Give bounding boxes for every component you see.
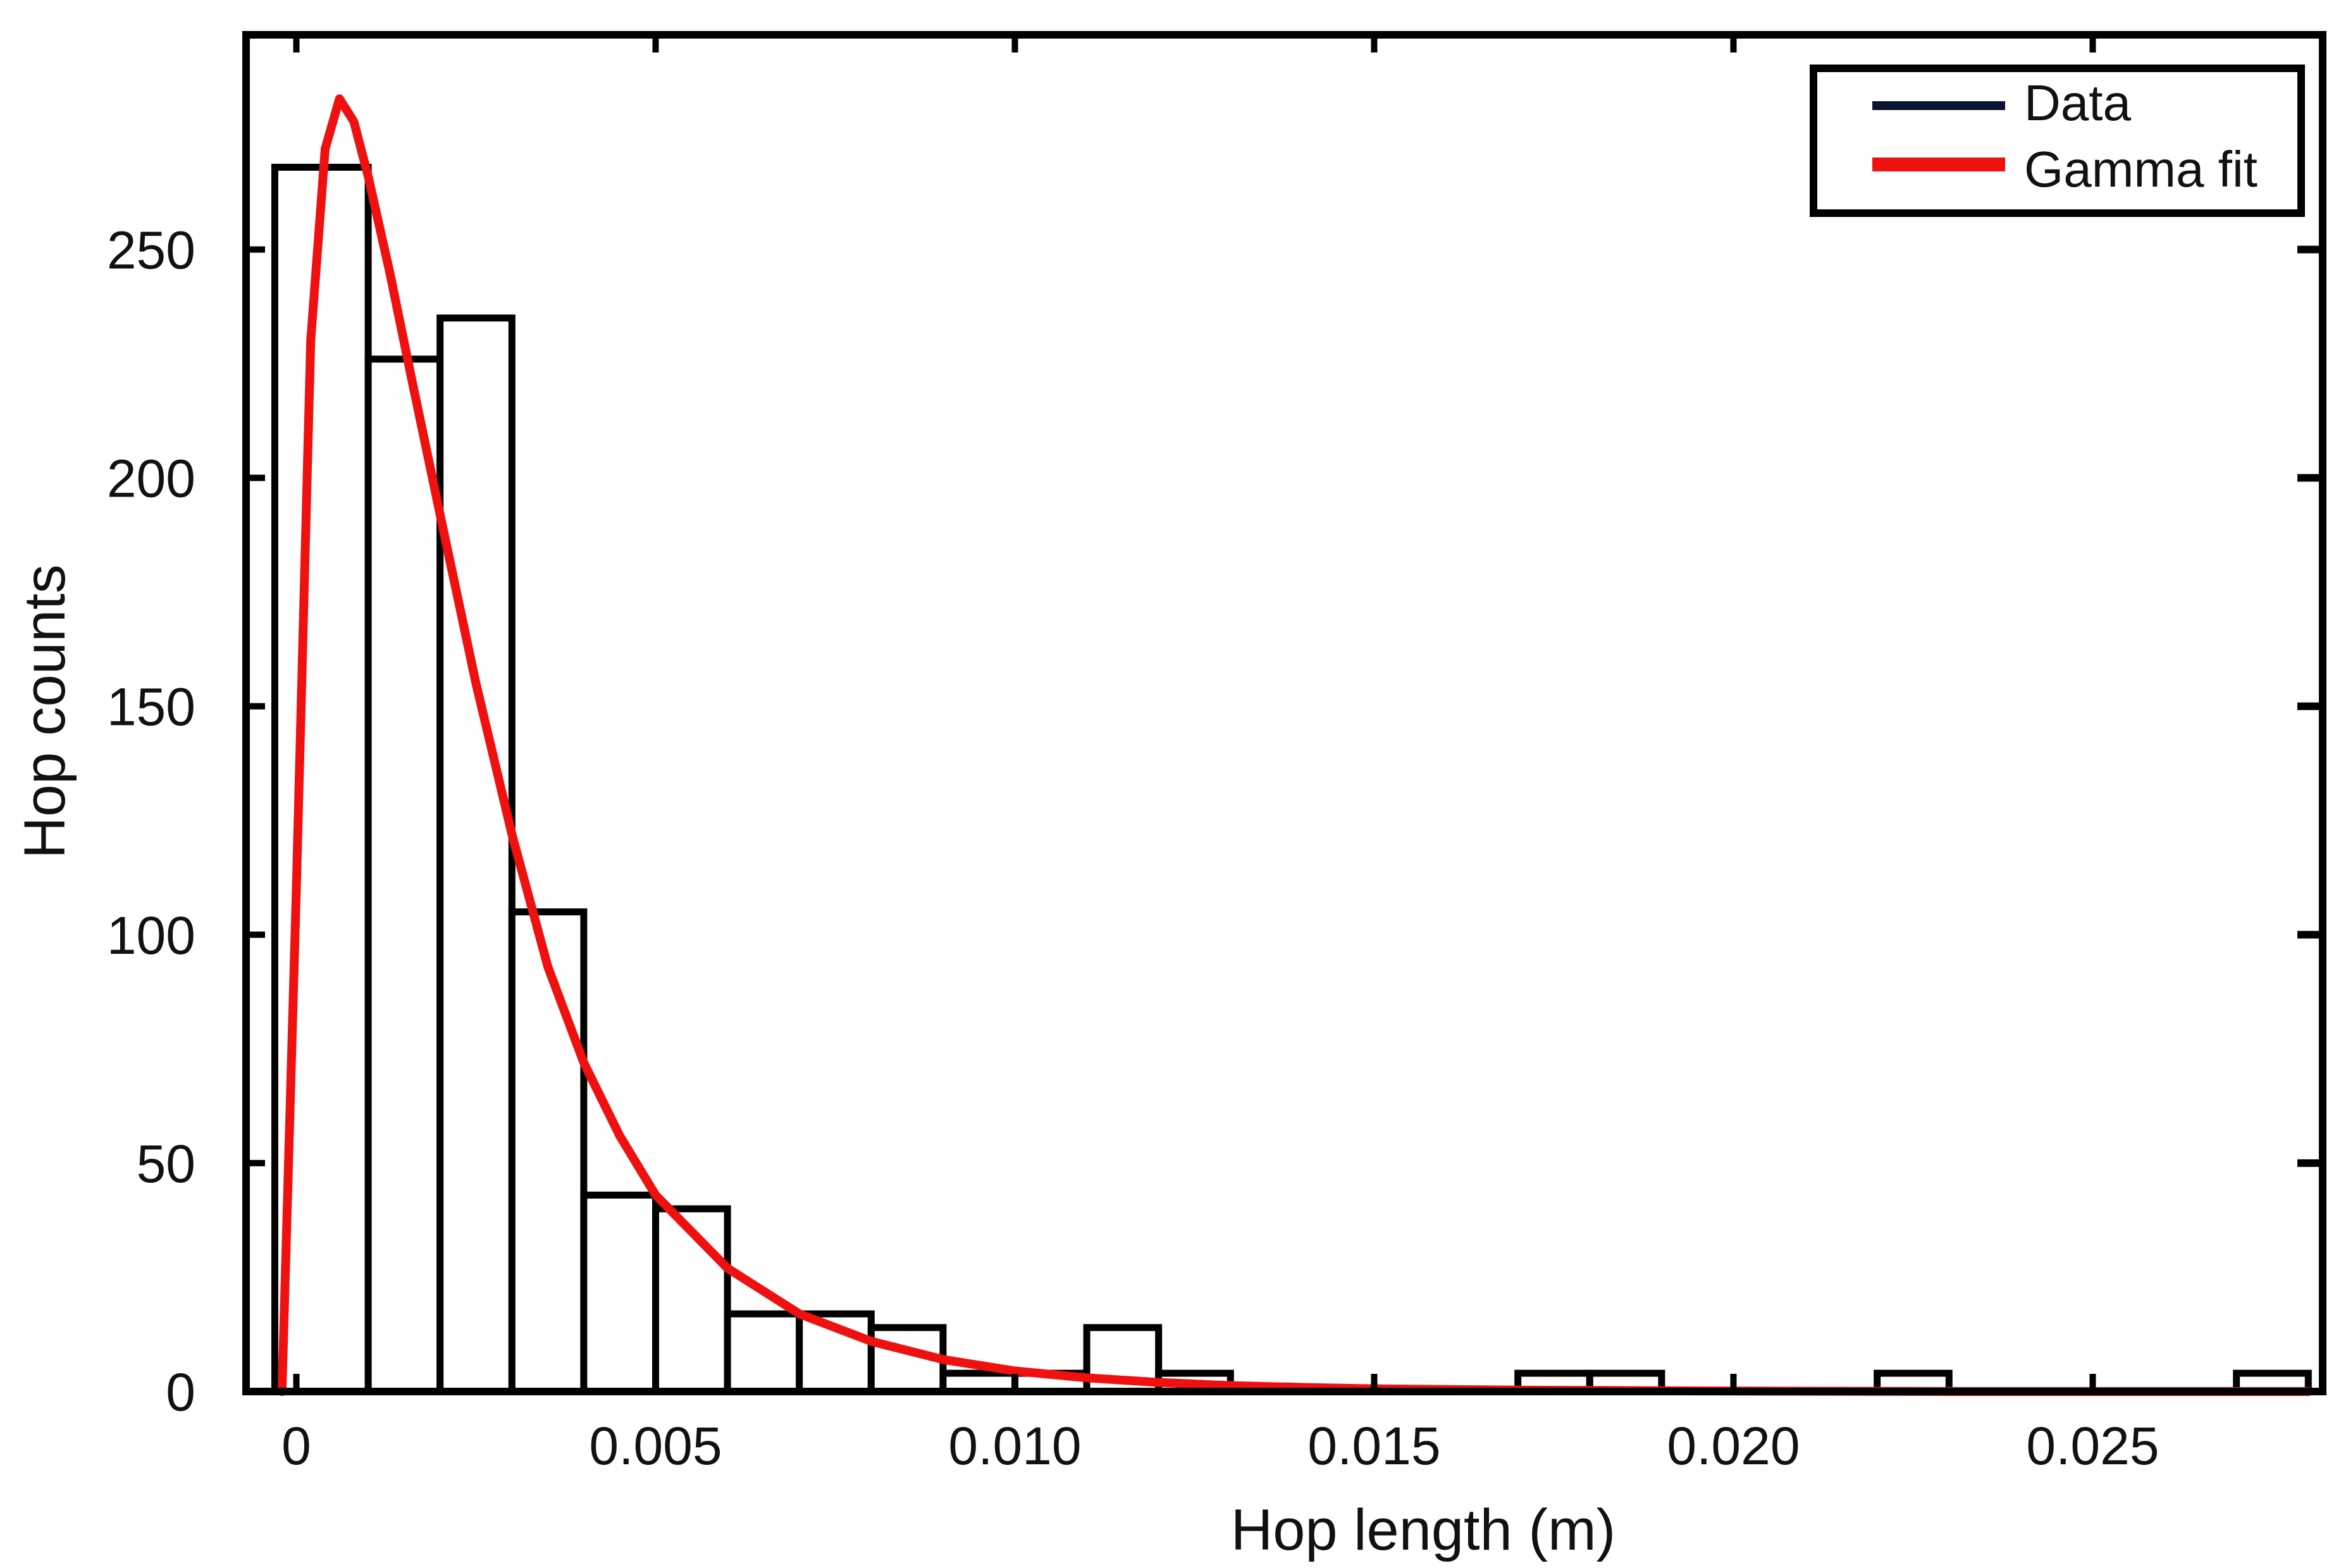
x-axis-title: Hop length (m) bbox=[1231, 1498, 1615, 1562]
y-tick-label: 0 bbox=[166, 1362, 195, 1422]
y-tick-label: 150 bbox=[107, 677, 195, 737]
y-tick-label: 200 bbox=[107, 449, 195, 509]
y-axis-title: Hop counts bbox=[13, 564, 77, 858]
x-tick-label: 0.015 bbox=[1307, 1416, 1440, 1476]
x-axis-ticks: 0 0.005 0.010 0.015 0.020 0.025 bbox=[281, 35, 2159, 1476]
y-tick-label: 250 bbox=[107, 220, 195, 280]
histogram-bar bbox=[580, 1191, 660, 1395]
y-tick-label: 50 bbox=[137, 1134, 195, 1194]
x-tick-label: 0.005 bbox=[589, 1416, 722, 1476]
legend: Data Gamma fit bbox=[1810, 65, 2305, 217]
histogram-bar bbox=[364, 355, 444, 1395]
legend-box bbox=[1810, 65, 2305, 217]
histogram-bars bbox=[271, 163, 2312, 1395]
x-tick-label: 0.020 bbox=[1667, 1416, 1800, 1476]
y-tick-label: 100 bbox=[107, 906, 195, 965]
y-axis-ticks: 0 50 100 150 200 250 bbox=[107, 220, 2323, 1422]
legend-label-gamma-fit: Gamma fit bbox=[2024, 141, 2258, 197]
histogram-bar bbox=[508, 908, 588, 1395]
x-tick-label: 0.010 bbox=[948, 1416, 1081, 1476]
x-tick-label: 0 bbox=[281, 1416, 311, 1476]
histogram-bar bbox=[436, 314, 516, 1395]
plot-frame bbox=[242, 31, 2326, 1395]
legend-label-data: Data bbox=[2024, 75, 2131, 131]
x-tick-label: 0.025 bbox=[2026, 1416, 2159, 1476]
plot-border bbox=[242, 31, 2326, 1395]
histogram-bar bbox=[724, 1310, 803, 1395]
